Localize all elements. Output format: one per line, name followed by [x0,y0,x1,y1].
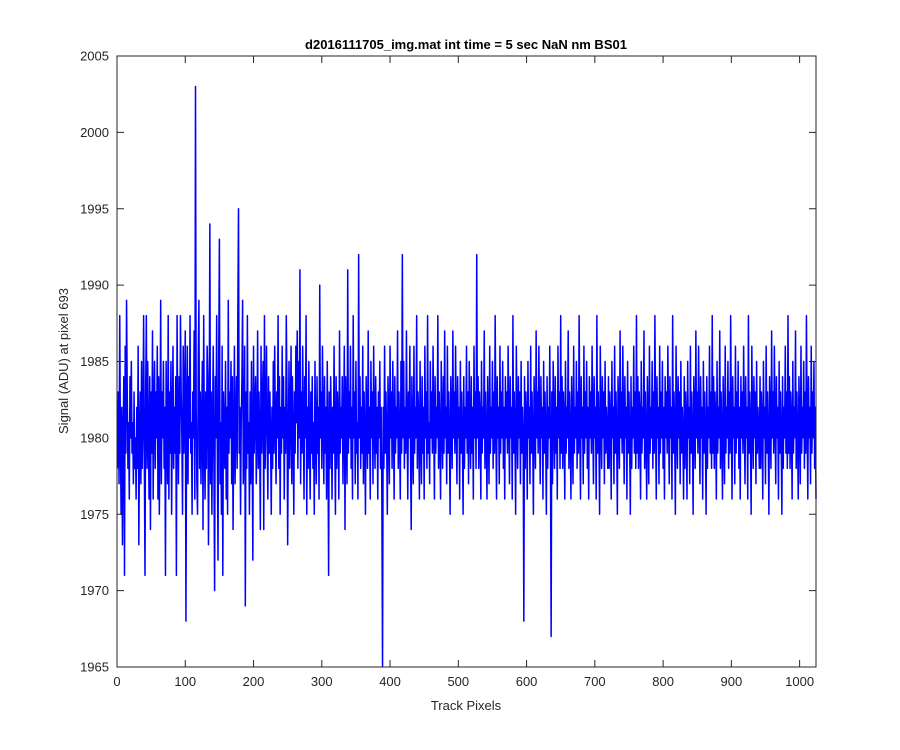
x-tick-label: 300 [311,674,333,689]
y-axis-label: Signal (ADU) at pixel 693 [56,288,71,434]
y-tick-label: 1970 [80,583,109,598]
y-tick-label: 1995 [80,201,109,216]
x-tick-label: 600 [516,674,538,689]
y-tick-label: 2005 [80,49,109,64]
x-axis-label: Track Pixels [431,698,502,713]
y-tick-label: 1975 [80,507,109,522]
x-tick-label: 800 [652,674,674,689]
series-line-0 [116,85,817,668]
x-tick-label: 100 [174,674,196,689]
x-axis-ticks: 0 100 200 300 400 500 600 700 800 900 1000 [113,56,814,689]
series-layer [116,85,817,668]
y-tick-label: 1990 [80,278,109,293]
x-tick-label: 900 [721,674,743,689]
y-tick-label: 1965 [80,660,109,675]
x-tick-label: 200 [243,674,265,689]
y-tick-label: 1985 [80,354,109,369]
y-tick-label: 1980 [80,430,109,445]
x-tick-label: 700 [584,674,606,689]
x-tick-label: 1000 [785,674,814,689]
x-tick-label: 400 [379,674,401,689]
chart-title: d2016111705_img.mat int time = 5 sec NaN… [305,37,627,52]
x-tick-label: 0 [113,674,120,689]
y-tick-label: 2000 [80,125,109,140]
y-axis-ticks: 1965 1970 1975 1980 1985 1990 1995 2000 2005 [80,49,816,675]
x-tick-label: 500 [447,674,469,689]
